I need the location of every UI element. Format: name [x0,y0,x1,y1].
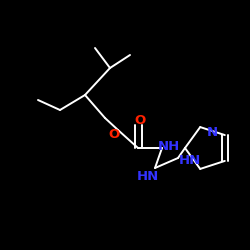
Text: HN: HN [179,154,201,168]
Text: O: O [134,114,145,126]
Text: NH: NH [158,140,180,152]
Text: O: O [108,128,120,140]
Text: N: N [207,126,218,138]
Text: HN: HN [137,170,159,182]
